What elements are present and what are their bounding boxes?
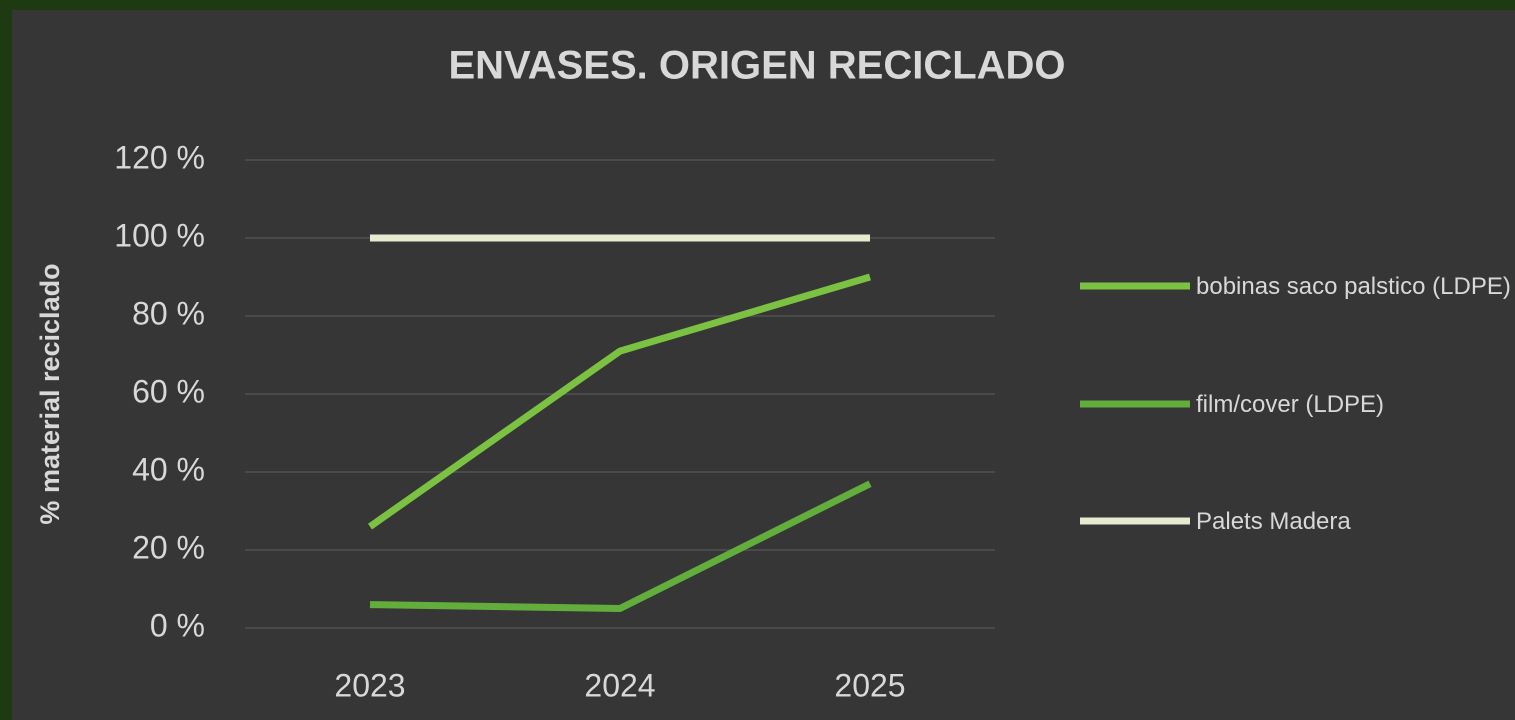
legend-label: bobinas saco palstico (LDPE)	[1196, 273, 1511, 300]
legend-label: film/cover (LDPE)	[1196, 391, 1385, 418]
x-tick-label: 2024	[584, 667, 655, 703]
x-tick-label: 2023	[334, 667, 405, 703]
y-tick-label: 80 %	[132, 295, 205, 331]
series-line	[369, 480, 872, 612]
y-tick-label: 100 %	[114, 217, 205, 253]
y-axis-title: % material reciclado	[35, 263, 65, 524]
y-tick-label: 0 %	[150, 607, 205, 643]
y-tick-label: 40 %	[132, 451, 205, 487]
y-tick-label: 60 %	[132, 373, 205, 409]
y-tick-label: 20 %	[132, 529, 205, 565]
legend-label: Palets Madera	[1196, 508, 1351, 535]
y-tick-label: 120 %	[114, 139, 205, 175]
series-line	[367, 273, 871, 530]
x-tick-label: 2025	[834, 667, 905, 703]
chart-background	[12, 10, 1515, 720]
chart-title: ENVASES. ORIGEN RECICLADO	[448, 44, 1065, 88]
